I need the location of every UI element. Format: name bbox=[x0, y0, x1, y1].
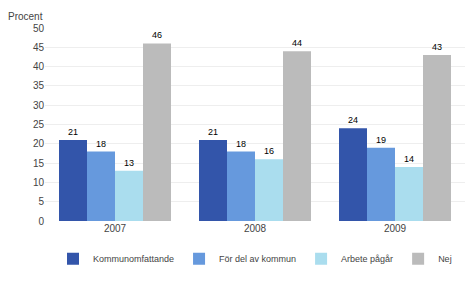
svg-text:Kommunomfattande: Kommunomfattande bbox=[93, 254, 174, 264]
svg-text:20: 20 bbox=[33, 138, 45, 149]
svg-text:2007: 2007 bbox=[104, 223, 127, 234]
svg-text:18: 18 bbox=[96, 139, 106, 149]
svg-text:35: 35 bbox=[33, 80, 45, 91]
svg-text:14: 14 bbox=[404, 154, 414, 164]
svg-text:40: 40 bbox=[33, 61, 45, 72]
svg-text:16: 16 bbox=[264, 146, 274, 156]
svg-text:För del av kommun: För del av kommun bbox=[219, 254, 296, 264]
svg-text:24: 24 bbox=[348, 115, 358, 125]
svg-text:15: 15 bbox=[33, 158, 45, 169]
svg-text:Arbete pågår: Arbete pågår bbox=[341, 254, 393, 264]
svg-text:5: 5 bbox=[38, 196, 44, 207]
svg-text:25: 25 bbox=[33, 119, 45, 130]
svg-text:Procent: Procent bbox=[8, 11, 43, 22]
svg-text:18: 18 bbox=[236, 139, 246, 149]
svg-text:50: 50 bbox=[33, 23, 45, 34]
svg-text:44: 44 bbox=[292, 38, 302, 48]
svg-text:46: 46 bbox=[152, 30, 162, 40]
svg-text:45: 45 bbox=[33, 42, 45, 53]
svg-text:0: 0 bbox=[38, 216, 44, 227]
svg-text:13: 13 bbox=[124, 158, 134, 168]
svg-text:2008: 2008 bbox=[244, 223, 267, 234]
svg-text:21: 21 bbox=[68, 127, 78, 137]
svg-text:19: 19 bbox=[376, 135, 386, 145]
svg-text:21: 21 bbox=[208, 127, 218, 137]
svg-text:30: 30 bbox=[33, 100, 45, 111]
svg-text:43: 43 bbox=[432, 42, 442, 52]
svg-text:10: 10 bbox=[33, 177, 45, 188]
svg-text:2009: 2009 bbox=[384, 223, 407, 234]
svg-text:Nej: Nej bbox=[438, 254, 452, 264]
